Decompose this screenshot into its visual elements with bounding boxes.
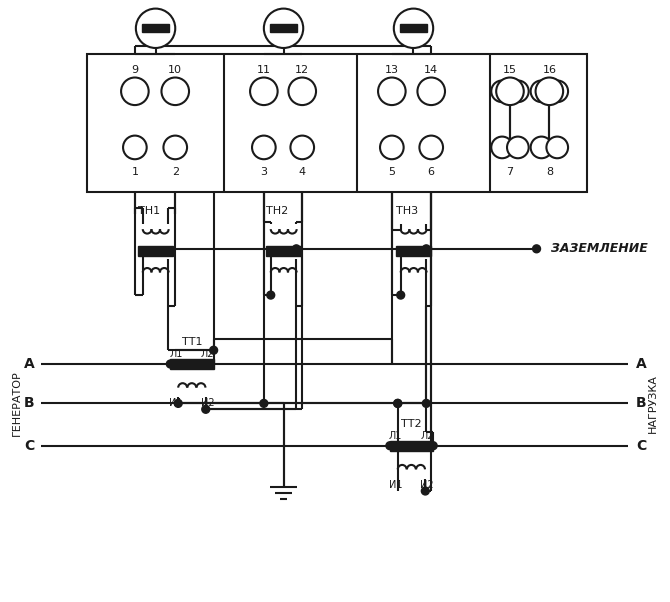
Text: 10: 10 — [168, 64, 182, 75]
Text: B: B — [24, 396, 35, 411]
Text: ТТ2: ТТ2 — [401, 419, 422, 429]
Text: 11: 11 — [257, 64, 271, 75]
Circle shape — [386, 442, 394, 450]
Bar — [400, 24, 427, 33]
Text: 8: 8 — [546, 167, 553, 177]
Text: A: A — [24, 357, 35, 371]
Circle shape — [267, 291, 275, 299]
Circle shape — [397, 291, 405, 299]
Text: 5: 5 — [389, 167, 395, 177]
Text: И1: И1 — [170, 399, 183, 408]
Circle shape — [202, 405, 210, 413]
Text: И2: И2 — [201, 399, 214, 408]
Circle shape — [264, 8, 304, 48]
Circle shape — [547, 81, 568, 102]
Text: ТН3: ТН3 — [396, 206, 418, 216]
Text: C: C — [24, 439, 35, 453]
Bar — [142, 24, 170, 33]
Circle shape — [531, 137, 552, 158]
Circle shape — [533, 245, 541, 253]
Text: 16: 16 — [542, 64, 556, 75]
Circle shape — [252, 135, 275, 160]
Text: И2: И2 — [421, 480, 434, 490]
Circle shape — [394, 400, 402, 408]
Circle shape — [289, 78, 316, 105]
Circle shape — [547, 137, 568, 158]
Circle shape — [394, 400, 402, 408]
Bar — [266, 246, 302, 256]
Circle shape — [394, 8, 433, 48]
Circle shape — [417, 78, 445, 105]
Circle shape — [419, 135, 443, 160]
Circle shape — [290, 135, 314, 160]
Circle shape — [166, 360, 174, 368]
Text: ЗАЗЕМЛЕНИЕ: ЗАЗЕМЛЕНИЕ — [551, 243, 648, 255]
Text: 7: 7 — [507, 167, 513, 177]
Bar — [138, 246, 174, 256]
Circle shape — [491, 81, 513, 102]
Text: 13: 13 — [385, 64, 399, 75]
Text: ТН1: ТН1 — [138, 206, 160, 216]
Circle shape — [292, 245, 300, 253]
Circle shape — [174, 400, 182, 408]
Text: Л2: Л2 — [421, 431, 434, 441]
Bar — [396, 246, 431, 256]
Text: 1: 1 — [131, 167, 139, 177]
Circle shape — [163, 135, 187, 160]
Text: B: B — [636, 396, 647, 411]
Circle shape — [260, 400, 268, 408]
Bar — [270, 24, 297, 33]
Circle shape — [250, 78, 277, 105]
Circle shape — [507, 81, 529, 102]
Text: ТН2: ТН2 — [266, 206, 288, 216]
Circle shape — [496, 78, 524, 105]
Circle shape — [535, 78, 563, 105]
Circle shape — [422, 245, 430, 253]
Bar — [86, 54, 587, 191]
Bar — [170, 359, 214, 369]
Text: 15: 15 — [503, 64, 517, 75]
Text: 2: 2 — [172, 167, 179, 177]
Circle shape — [380, 135, 403, 160]
Circle shape — [429, 442, 437, 450]
Circle shape — [507, 137, 529, 158]
Text: 14: 14 — [424, 64, 438, 75]
Text: И1: И1 — [389, 480, 403, 490]
Text: ТТ1: ТТ1 — [182, 337, 202, 347]
Text: 3: 3 — [261, 167, 267, 177]
Text: Л2: Л2 — [201, 349, 214, 359]
Circle shape — [161, 78, 189, 105]
Text: 4: 4 — [299, 167, 306, 177]
Text: C: C — [636, 439, 646, 453]
Text: НАГРУЗКА: НАГРУЗКА — [648, 374, 658, 433]
Text: 6: 6 — [427, 167, 435, 177]
Circle shape — [121, 78, 149, 105]
Circle shape — [531, 81, 552, 102]
Text: Л1: Л1 — [170, 349, 183, 359]
Circle shape — [491, 137, 513, 158]
Circle shape — [136, 8, 176, 48]
Text: 12: 12 — [295, 64, 310, 75]
Bar — [390, 441, 433, 451]
Circle shape — [210, 346, 218, 354]
Circle shape — [378, 78, 405, 105]
Circle shape — [123, 135, 147, 160]
Circle shape — [422, 400, 430, 408]
Circle shape — [421, 487, 429, 495]
Text: Л1: Л1 — [389, 431, 403, 441]
Text: A: A — [636, 357, 647, 371]
Text: ГЕНЕРАТОР: ГЕНЕРАТОР — [12, 370, 21, 436]
Text: 9: 9 — [131, 64, 139, 75]
